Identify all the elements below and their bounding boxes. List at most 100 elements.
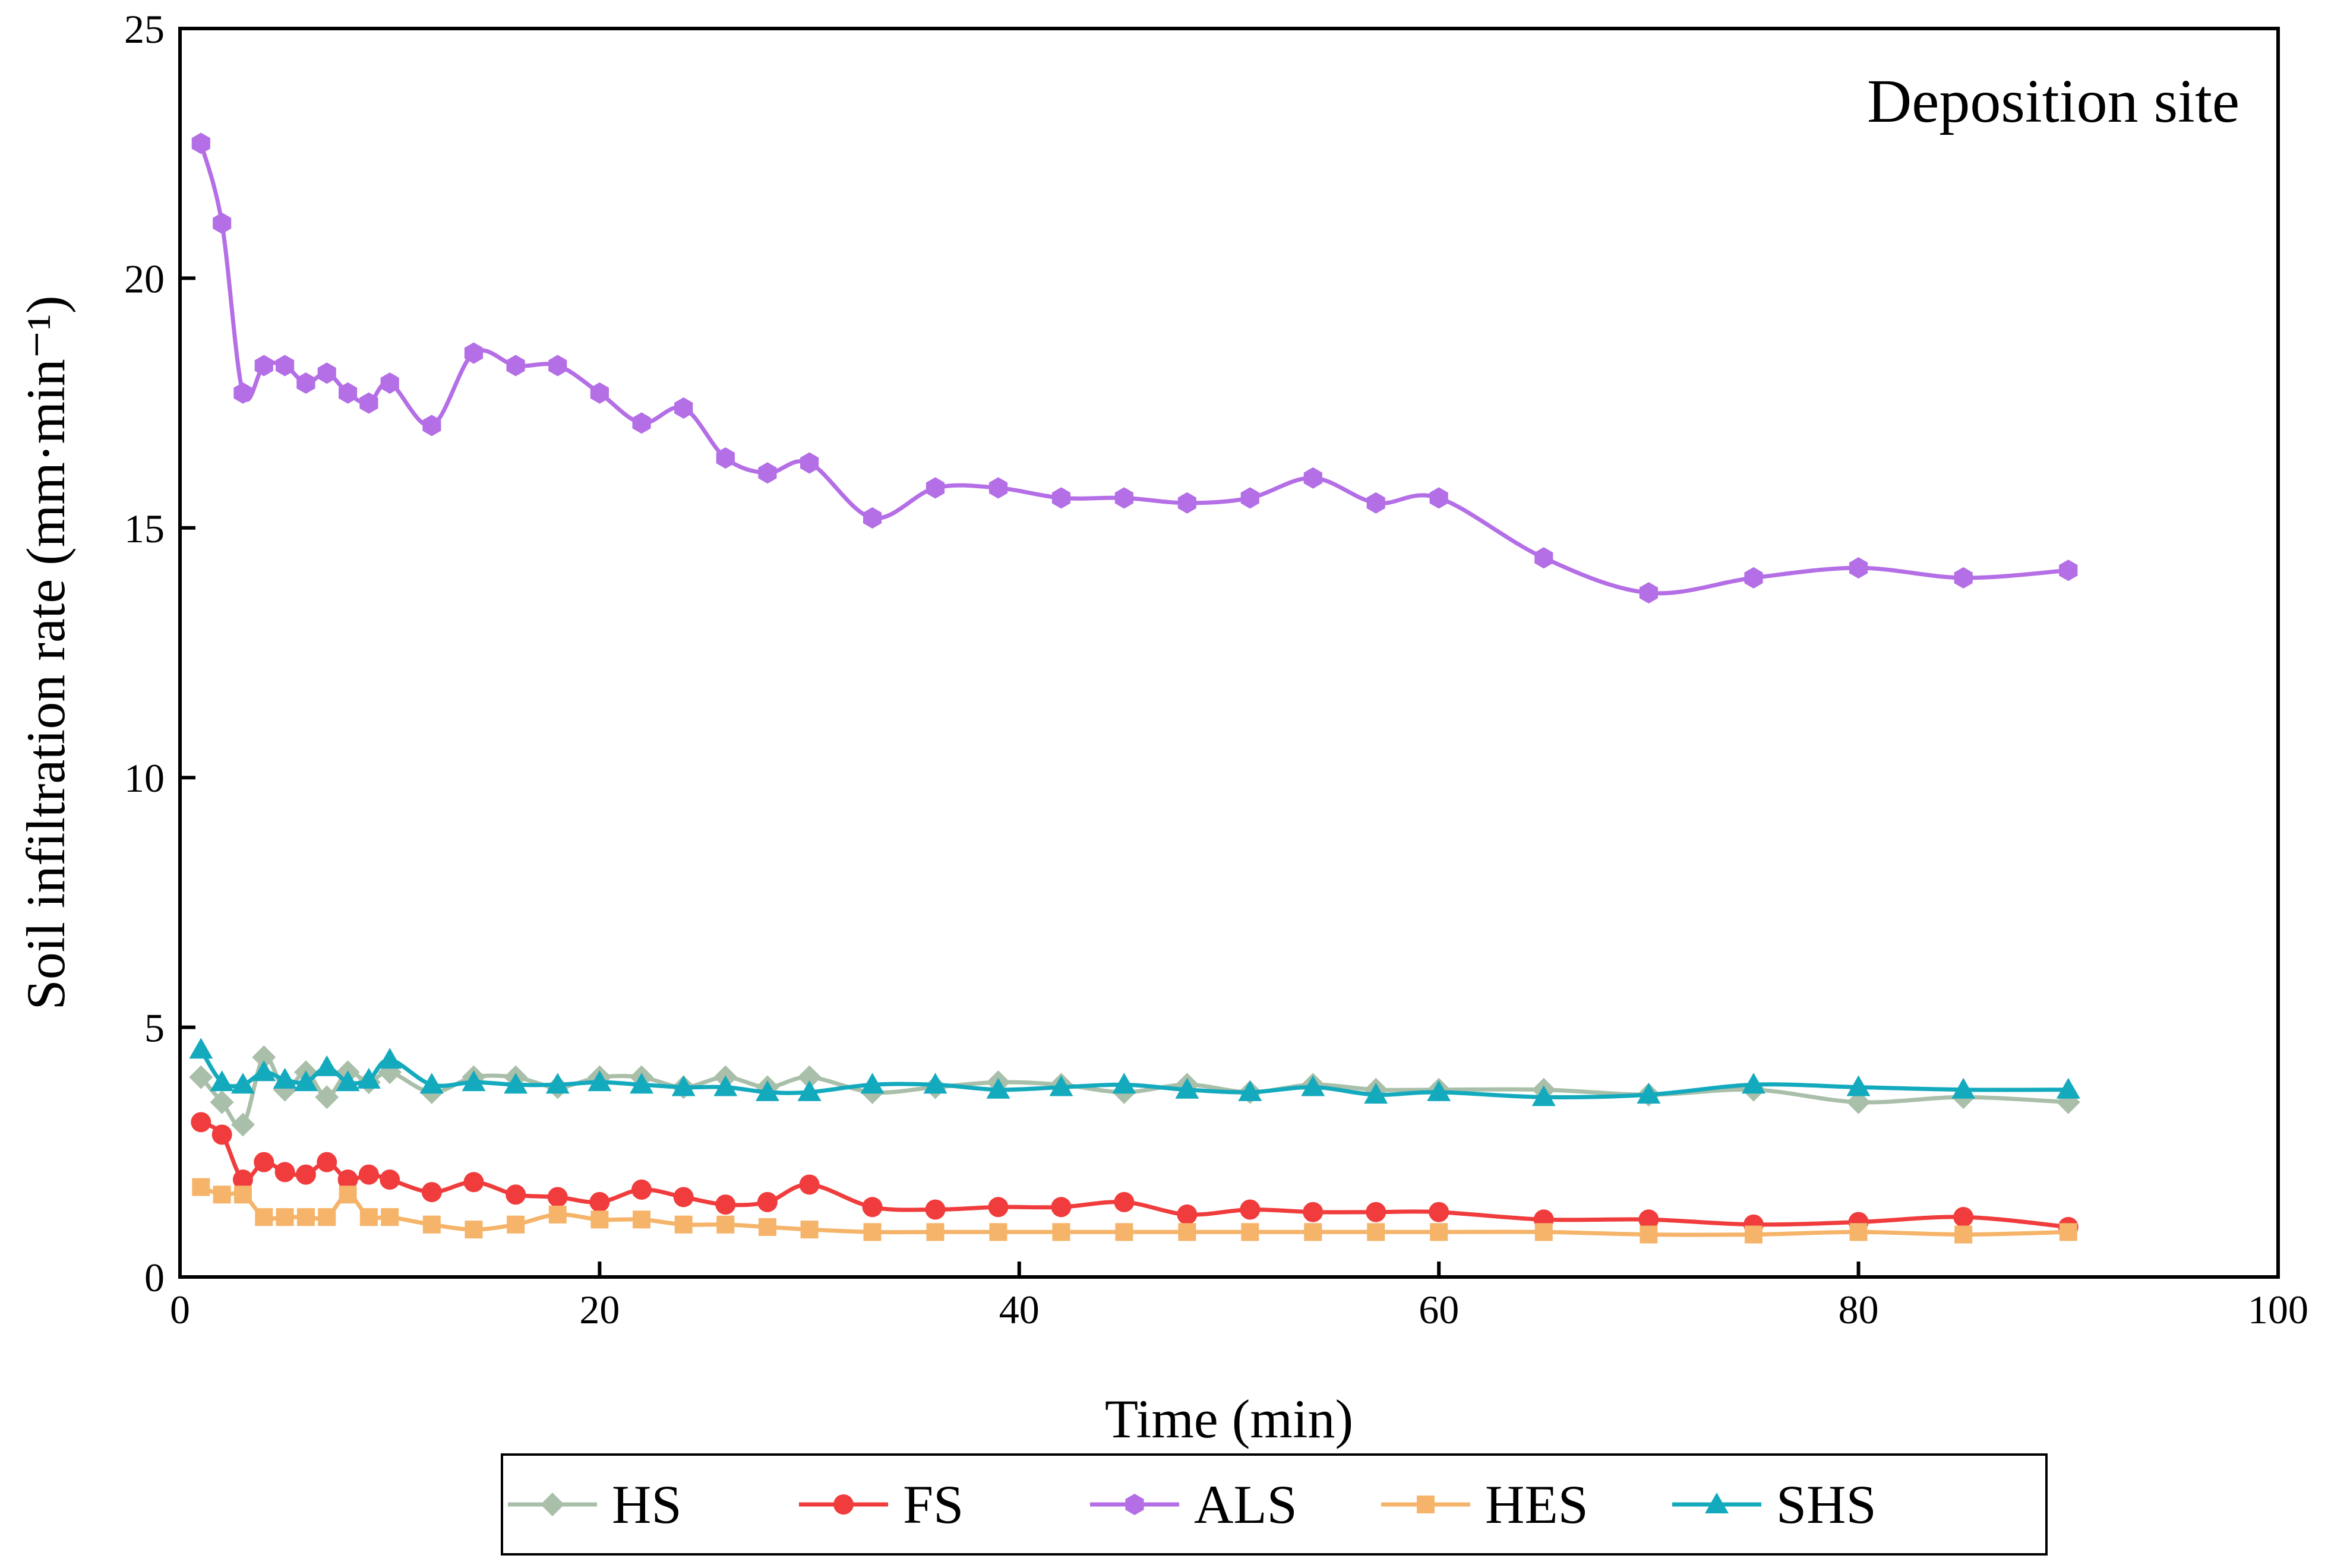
series-als xyxy=(191,132,2078,604)
data-point-hes xyxy=(465,1221,483,1239)
data-point-als xyxy=(1849,557,1868,579)
data-point-als xyxy=(1240,487,1259,509)
data-point-hes xyxy=(2059,1223,2077,1241)
data-point-als xyxy=(380,372,399,394)
data-point-als xyxy=(1954,567,1973,589)
data-point-hes xyxy=(213,1186,231,1204)
data-point-hes xyxy=(1534,1223,1553,1241)
data-point-hes xyxy=(1640,1225,1658,1244)
data-point-hes xyxy=(926,1223,945,1241)
data-point-fs xyxy=(191,1112,211,1133)
data-point-shs xyxy=(986,1077,1010,1099)
legend-label: HES xyxy=(1485,1474,1588,1535)
data-point-shs xyxy=(1112,1073,1136,1094)
data-point-hes xyxy=(863,1223,882,1241)
data-point-fs xyxy=(463,1172,484,1193)
data-point-shs xyxy=(315,1055,339,1076)
data-point-shs xyxy=(1846,1075,1871,1096)
data-point-fs xyxy=(589,1191,610,1212)
legend-marker-shs xyxy=(1705,1493,1729,1513)
data-point-fs xyxy=(988,1197,1009,1218)
data-point-hes xyxy=(276,1208,294,1226)
data-point-als xyxy=(317,362,336,384)
data-point-shs xyxy=(504,1073,528,1094)
legend-item-als: ALS xyxy=(1090,1474,1297,1535)
data-point-fs xyxy=(1240,1199,1261,1220)
data-point-fs xyxy=(211,1124,232,1145)
data-point-als xyxy=(233,382,252,404)
data-point-fs xyxy=(506,1184,526,1205)
data-point-als xyxy=(1303,467,1322,489)
data-point-shs xyxy=(252,1060,276,1082)
legend-label: ALS xyxy=(1194,1474,1297,1535)
data-point-fs xyxy=(715,1194,736,1215)
y-tick-label: 10 xyxy=(124,755,165,801)
y-tick-label: 5 xyxy=(144,1006,165,1051)
data-point-hes xyxy=(1052,1223,1070,1241)
data-point-als xyxy=(925,477,945,499)
data-point-als xyxy=(716,447,735,469)
data-point-als xyxy=(1429,487,1448,509)
data-point-als xyxy=(1114,487,1133,509)
data-point-hes xyxy=(1178,1223,1196,1241)
data-point-hes xyxy=(590,1210,609,1229)
data-point-fs xyxy=(1177,1204,1198,1225)
data-point-fs xyxy=(1429,1202,1449,1222)
x-tick-label: 100 xyxy=(2248,1287,2308,1332)
legend-item-hes: HES xyxy=(1381,1474,1588,1535)
data-point-als xyxy=(254,355,273,377)
data-point-als xyxy=(1177,492,1196,514)
legend-label: HS xyxy=(612,1474,682,1535)
data-point-shs xyxy=(462,1070,486,1092)
data-point-als xyxy=(506,355,525,377)
data-point-als xyxy=(2059,559,2078,581)
data-point-shs xyxy=(713,1075,738,1096)
data-point-shs xyxy=(671,1075,696,1096)
data-point-shs xyxy=(419,1073,444,1094)
data-point-als xyxy=(988,477,1008,499)
data-point-fs xyxy=(380,1169,400,1190)
chart-annotation: Deposition site xyxy=(1867,67,2239,135)
data-point-als xyxy=(276,355,295,377)
data-point-hes xyxy=(233,1186,252,1204)
data-point-fs xyxy=(232,1169,253,1190)
data-point-shs xyxy=(1238,1080,1262,1101)
data-point-als xyxy=(1639,582,1658,604)
data-point-hes xyxy=(758,1218,776,1236)
data-point-fs xyxy=(1051,1197,1072,1218)
data-point-fs xyxy=(1953,1207,1974,1228)
legend-label: FS xyxy=(903,1474,964,1535)
data-point-als xyxy=(548,355,567,377)
data-point-shs xyxy=(336,1070,360,1092)
data-point-shs xyxy=(1364,1083,1388,1104)
data-point-fs xyxy=(799,1174,820,1195)
data-point-shs xyxy=(630,1073,654,1094)
y-tick-label: 25 xyxy=(124,7,165,52)
x-tick-label: 20 xyxy=(579,1287,620,1332)
data-point-hes xyxy=(1367,1223,1385,1241)
data-point-hes xyxy=(192,1178,210,1196)
data-point-fs xyxy=(358,1164,379,1185)
data-point-fs xyxy=(1114,1191,1135,1212)
data-point-hes xyxy=(381,1208,399,1226)
data-point-als xyxy=(296,372,315,394)
legend-label: SHS xyxy=(1776,1474,1877,1535)
data-point-hs xyxy=(230,1112,255,1137)
data-point-als xyxy=(1534,547,1553,569)
data-point-fs xyxy=(1366,1202,1386,1222)
data-point-hes xyxy=(1430,1223,1448,1241)
y-tick-label: 15 xyxy=(124,506,165,551)
data-point-fs xyxy=(757,1191,778,1212)
data-point-hes xyxy=(1241,1223,1259,1241)
data-point-hes xyxy=(674,1215,693,1234)
data-point-hes xyxy=(1745,1225,1762,1244)
data-point-fs xyxy=(547,1187,568,1207)
legend-item-hs: HS xyxy=(508,1474,682,1535)
series-line-als xyxy=(198,143,2069,596)
data-point-fs xyxy=(421,1182,442,1203)
data-point-shs xyxy=(189,1038,213,1059)
legend-item-fs: FS xyxy=(799,1474,964,1535)
data-point-hs xyxy=(1846,1090,1871,1114)
x-tick-label: 60 xyxy=(1419,1287,1459,1332)
